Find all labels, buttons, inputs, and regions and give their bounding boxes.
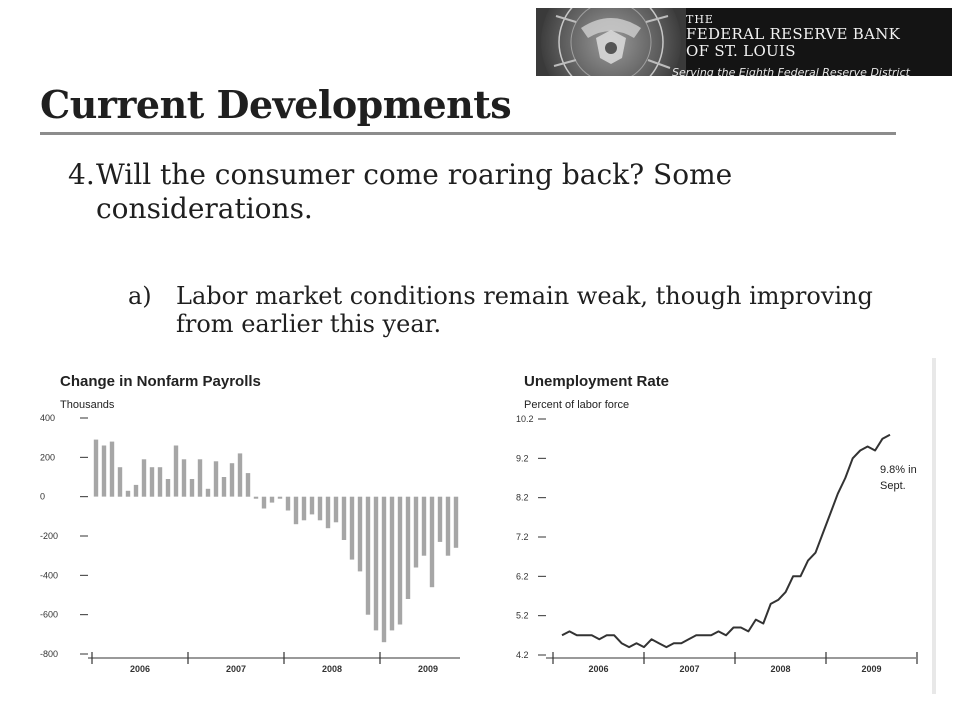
payroll-bar [205, 488, 211, 497]
line-group [561, 433, 891, 649]
sub-point-text: Labor market conditions remain weak, tho… [176, 282, 873, 338]
logo-text: THE FEDERAL RESERVE BANK OF ST. LOUIS Se… [672, 13, 910, 77]
y-tick-label: 7.2 [516, 532, 529, 542]
payroll-bar [413, 496, 419, 568]
x-tick-label: 2009 [861, 664, 881, 674]
y-tick-label: 400 [40, 413, 55, 423]
annotation-line-2: Sept. [880, 480, 906, 492]
payroll-bar [437, 496, 443, 542]
seal-icon [536, 8, 686, 76]
y-tick-label: 9.2 [516, 453, 529, 463]
x-tick-label: 2006 [130, 664, 150, 674]
payroll-bar [149, 467, 155, 497]
annotation-line-1: 9.8% in [880, 464, 917, 476]
x-tick-label: 2007 [679, 664, 699, 674]
payroll-bar [429, 496, 435, 588]
payroll-bar [117, 467, 123, 497]
chart-ylabel: Thousands [60, 399, 115, 411]
panel-edge [932, 358, 936, 694]
point-text: Will the consumer come roaring back? Som… [96, 158, 733, 225]
payroll-bar [365, 496, 371, 615]
x-tick-label: 2006 [588, 664, 608, 674]
payroll-bar [245, 473, 251, 497]
payroll-bar [269, 496, 275, 503]
payroll-bar [197, 459, 203, 497]
y-tick-label: 8.2 [516, 493, 529, 503]
payroll-bar [133, 484, 139, 497]
payroll-bar [341, 496, 347, 540]
x-tick-label: 2007 [226, 664, 246, 674]
unemployment-chart: Unemployment Rate Percent of labor force… [516, 358, 936, 694]
logo-tagline: Serving the Eighth Federal Reserve Distr… [672, 66, 910, 76]
payroll-bar [237, 453, 243, 497]
y-tick-label: 4.2 [516, 650, 529, 660]
payrolls-chart: Change in Nonfarm Payrolls Thousands 400… [40, 373, 460, 674]
federal-reserve-logo: THE FEDERAL RESERVE BANK OF ST. LOUIS Se… [536, 8, 952, 76]
axis-group: 10.2 9.2 8.2 7.2 6.2 5.2 4.2 2006 2007 2008 2009 [516, 414, 918, 674]
point-number: 4. [68, 158, 95, 191]
y-tick-label: 10.2 [516, 414, 534, 424]
payroll-bar [173, 445, 179, 497]
x-tick-label: 2008 [322, 664, 342, 674]
payroll-bar [405, 496, 411, 599]
payroll-bar [309, 496, 315, 515]
payroll-bar [165, 479, 171, 497]
y-tick-label: 0 [40, 492, 45, 502]
payroll-bar [181, 459, 187, 497]
axis-group: 400 200 0 -200 -400 -600 -800 2006 2007 2008 2009 [40, 413, 460, 674]
payroll-bar [453, 496, 459, 548]
title-divider [40, 132, 896, 135]
payroll-bar [325, 496, 331, 529]
unemployment-chart-panel: Unemployment Rate Percent of labor force… [476, 358, 936, 694]
chart-ylabel: Percent of labor force [524, 399, 629, 411]
y-tick-label: 200 [40, 452, 55, 462]
payroll-bar [141, 459, 147, 497]
y-tick-label: -400 [40, 570, 58, 580]
payroll-bar [213, 461, 219, 497]
payroll-bar [101, 445, 107, 497]
chart-title: Change in Nonfarm Payrolls [60, 373, 261, 390]
unemployment-line [561, 433, 891, 649]
payroll-bar [349, 496, 355, 560]
x-tick-label: 2008 [770, 664, 790, 674]
payroll-bar [373, 496, 379, 631]
slide-title: Current Developments [40, 82, 512, 127]
payroll-bar [421, 496, 427, 556]
payroll-bar [221, 477, 227, 497]
sub-point-label: a) [128, 282, 152, 310]
payroll-bar [285, 496, 291, 511]
payroll-bar [317, 496, 323, 521]
logo-line-3: OF ST. LOUIS [686, 42, 796, 60]
payroll-bar [261, 496, 267, 509]
unemployment-annotation: 9.8% in Sept. [880, 462, 917, 494]
logo-line-2: FEDERAL RESERVE BANK [686, 25, 901, 43]
payroll-bar [277, 496, 283, 499]
payroll-bar [445, 496, 451, 556]
payroll-bar [229, 463, 235, 497]
payroll-bar [253, 496, 259, 499]
y-tick-label: 5.2 [516, 611, 529, 621]
payroll-bar [389, 496, 395, 631]
payroll-bar [381, 496, 387, 643]
payroll-bar [333, 496, 339, 523]
y-tick-label: -200 [40, 531, 58, 541]
payroll-bar [293, 496, 299, 525]
chart-title: Unemployment Rate [524, 373, 669, 390]
payroll-bar [397, 496, 403, 625]
y-tick-label: 6.2 [516, 571, 529, 581]
y-tick-label: -800 [40, 649, 58, 659]
bar-group [93, 439, 459, 643]
payroll-bar [93, 439, 99, 497]
payroll-bar [125, 490, 131, 497]
logo-line-1: THE [686, 13, 714, 26]
payroll-bar [157, 467, 163, 497]
payroll-bar [109, 441, 115, 497]
y-tick-label: -600 [40, 610, 58, 620]
payroll-bar [189, 479, 195, 497]
x-tick-label: 2009 [418, 664, 438, 674]
payroll-bar [357, 496, 363, 572]
payroll-bar [301, 496, 307, 521]
payrolls-chart-panel: Change in Nonfarm Payrolls Thousands 400… [40, 358, 464, 694]
